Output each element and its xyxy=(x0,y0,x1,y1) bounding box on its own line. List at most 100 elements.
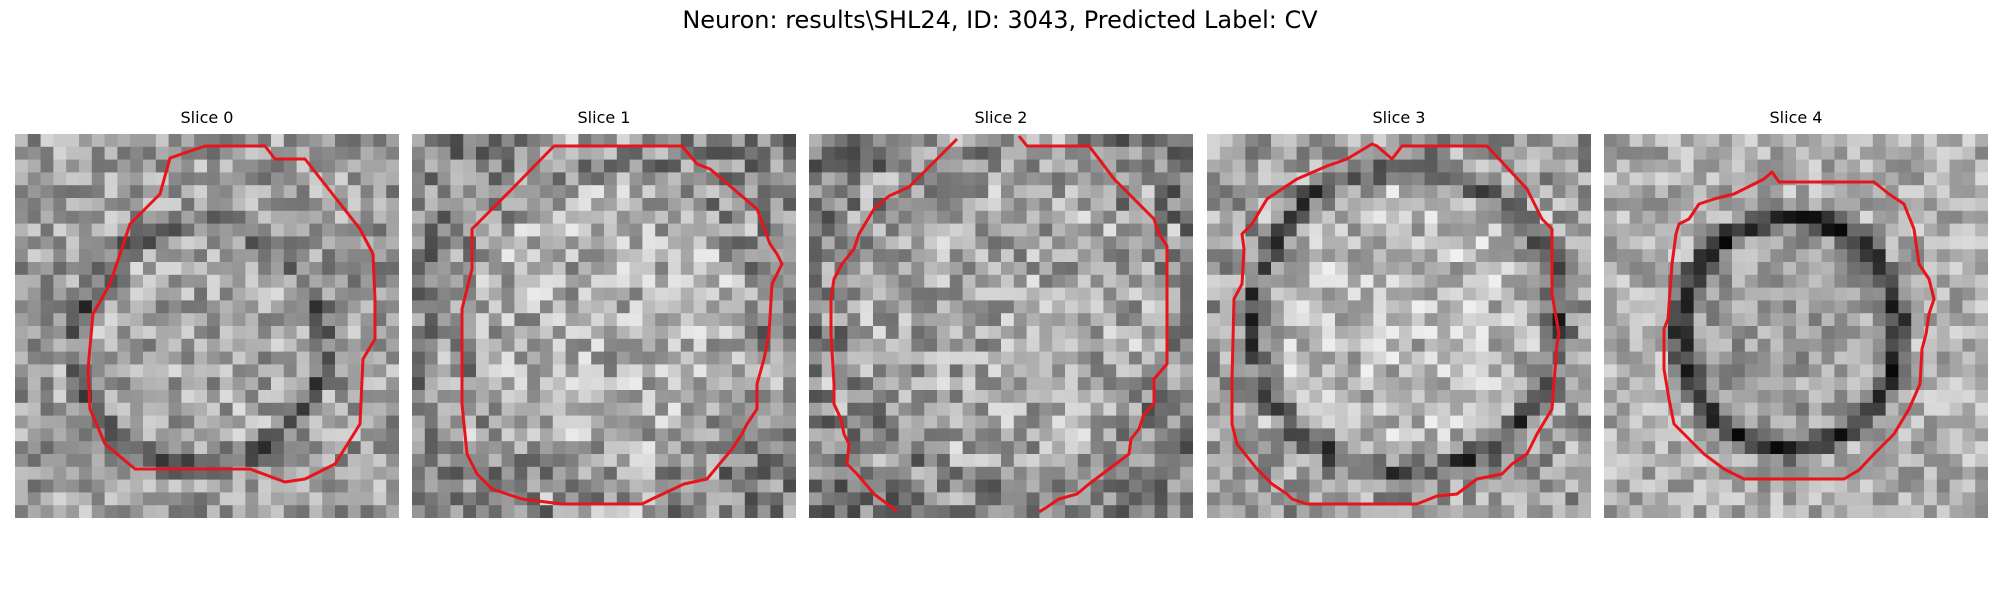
image-pixel xyxy=(1437,185,1451,199)
image-pixel xyxy=(655,249,669,263)
image-pixel xyxy=(527,185,541,199)
image-pixel xyxy=(1001,210,1015,224)
image-pixel xyxy=(1885,364,1899,378)
image-pixel xyxy=(527,249,541,263)
image-pixel xyxy=(719,505,733,518)
image-pixel xyxy=(937,236,951,250)
image-pixel xyxy=(1783,210,1797,224)
image-pixel xyxy=(412,223,426,237)
image-pixel xyxy=(783,287,796,301)
image-pixel xyxy=(1245,505,1259,518)
image-pixel xyxy=(1821,364,1835,378)
image-pixel xyxy=(463,338,477,352)
image-pixel xyxy=(1373,249,1387,263)
image-pixel xyxy=(898,505,912,518)
image-pixel xyxy=(1475,492,1489,506)
image-pixel xyxy=(975,454,989,468)
image-pixel xyxy=(1360,441,1374,455)
image-pixel xyxy=(1680,300,1694,314)
image-pixel xyxy=(1347,210,1361,224)
image-pixel xyxy=(706,479,720,493)
image-pixel xyxy=(949,236,963,250)
image-pixel xyxy=(1770,236,1784,250)
image-pixel xyxy=(719,146,733,160)
image-pixel xyxy=(911,185,925,199)
image-pixel xyxy=(347,249,361,263)
image-pixel xyxy=(578,262,592,276)
image-pixel xyxy=(604,313,618,327)
image-pixel xyxy=(1604,210,1618,224)
image-pixel xyxy=(1924,402,1938,416)
image-pixel xyxy=(1322,505,1336,518)
image-pixel xyxy=(309,351,323,365)
image-pixel xyxy=(40,287,54,301)
image-pixel xyxy=(860,377,874,391)
image-pixel xyxy=(591,466,605,480)
image-pixel xyxy=(1719,338,1733,352)
image-pixel xyxy=(283,415,297,429)
image-pixel xyxy=(1616,172,1630,186)
image-pixel xyxy=(809,185,823,199)
image-pixel xyxy=(15,428,29,442)
image-pixel xyxy=(1527,454,1541,468)
image-pixel xyxy=(1668,351,1682,365)
image-pixel xyxy=(143,223,157,237)
image-pixel xyxy=(1924,377,1938,391)
image-pixel xyxy=(1808,377,1822,391)
image-pixel xyxy=(783,146,796,160)
image-pixel xyxy=(463,479,477,493)
image-pixel xyxy=(1271,338,1285,352)
image-pixel xyxy=(1116,390,1130,404)
image-pixel xyxy=(1411,185,1425,199)
image-pixel xyxy=(898,287,912,301)
image-pixel xyxy=(668,402,682,416)
image-pixel xyxy=(232,377,246,391)
image-pixel xyxy=(15,492,29,506)
image-pixel xyxy=(1258,313,1272,327)
image-pixel xyxy=(821,146,835,160)
image-pixel xyxy=(450,313,464,327)
image-pixel xyxy=(1783,441,1797,455)
image-pixel xyxy=(1770,185,1784,199)
image-pixel xyxy=(1077,492,1091,506)
image-pixel xyxy=(514,185,528,199)
image-pixel xyxy=(924,390,938,404)
image-pixel xyxy=(1258,351,1272,365)
image-pixel xyxy=(1090,415,1104,429)
image-pixel xyxy=(616,146,630,160)
image-pixel xyxy=(1065,287,1079,301)
image-pixel xyxy=(322,134,336,148)
image-pixel xyxy=(834,441,848,455)
image-pixel xyxy=(1296,262,1310,276)
image-pixel xyxy=(1565,210,1579,224)
image-pixel xyxy=(1180,172,1193,186)
image-pixel xyxy=(1898,159,1912,173)
image-pixel xyxy=(680,236,694,250)
image-pixel xyxy=(988,198,1002,212)
image-pixel xyxy=(219,198,233,212)
image-pixel xyxy=(1539,313,1553,327)
image-pixel xyxy=(1552,262,1566,276)
image-pixel xyxy=(476,390,490,404)
image-pixel xyxy=(1039,326,1053,340)
image-pixel xyxy=(1399,172,1413,186)
image-pixel xyxy=(1962,172,1976,186)
image-pixel xyxy=(1834,172,1848,186)
image-pixel xyxy=(1322,377,1336,391)
image-pixel xyxy=(680,159,694,173)
image-pixel xyxy=(629,441,643,455)
image-pixel xyxy=(424,479,438,493)
image-pixel xyxy=(1424,479,1438,493)
image-pixel xyxy=(719,185,733,199)
image-pixel xyxy=(1347,479,1361,493)
image-pixel xyxy=(1514,492,1528,506)
image-pixel xyxy=(1514,146,1528,160)
image-pixel xyxy=(962,441,976,455)
image-pixel xyxy=(693,377,707,391)
image-pixel xyxy=(40,428,54,442)
image-pixel xyxy=(1373,185,1387,199)
image-pixel xyxy=(117,390,131,404)
image-pixel xyxy=(283,441,297,455)
image-pixel xyxy=(1693,287,1707,301)
image-pixel xyxy=(1898,134,1912,148)
